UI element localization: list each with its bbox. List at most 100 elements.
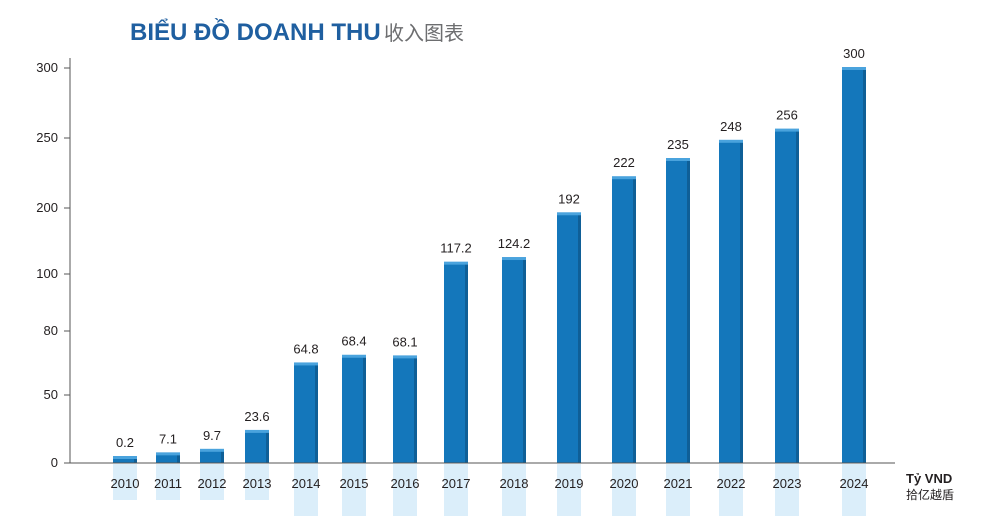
x-tick-label-2019: 2019: [555, 476, 584, 491]
x-tick-label-2021: 2021: [664, 476, 693, 491]
bar-reflection-2011: [156, 464, 180, 500]
bar-side-2015: [363, 355, 366, 463]
bar-side-2021: [687, 159, 690, 463]
value-label-2012: 9.7: [203, 428, 221, 443]
bar-reflection-2017: [444, 464, 468, 516]
bar-2019: [557, 213, 581, 463]
bar-reflection-2022: [719, 464, 743, 516]
bar-reflection-2013: [245, 464, 269, 500]
x-tick-label-2024: 2024: [840, 476, 869, 491]
value-label-2024: 300: [843, 46, 865, 61]
y-tick-label-200: 200: [36, 200, 58, 215]
bar-2022: [719, 140, 743, 464]
unit-label-secondary: 拾亿越盾: [906, 487, 954, 502]
x-tick-label-2015: 2015: [340, 476, 369, 491]
value-label-2022: 248: [720, 119, 742, 134]
x-tick-label-2013: 2013: [243, 476, 272, 491]
bar-cap-2023: [775, 128, 799, 132]
x-tick-label-2017: 2017: [442, 476, 471, 491]
bar-side-2016: [414, 356, 417, 463]
value-label-2017: 117.2: [440, 241, 472, 256]
bar-cap-2010: [113, 456, 137, 459]
bar-reflection-2021: [666, 464, 690, 516]
bar-2011: [156, 453, 180, 463]
bar-side-2012: [221, 449, 224, 463]
bar-cap-2018: [502, 257, 526, 261]
bar-2012: [200, 449, 224, 463]
bar-reflection-2020: [612, 464, 636, 516]
chart-title: BIỂU ĐỒ DOANH THU: [130, 18, 381, 46]
bar-2014: [294, 363, 318, 463]
bar-2015: [342, 355, 366, 463]
value-label-2020: 222: [613, 155, 635, 170]
value-label-2016: 68.1: [392, 334, 417, 349]
bar-2018: [502, 258, 526, 463]
bar-reflection-2012: [200, 464, 224, 500]
bar-cap-2015: [342, 354, 366, 358]
bar-reflection-2023: [775, 464, 799, 516]
bar-side-2020: [633, 177, 636, 463]
bar-reflection-2024: [842, 464, 866, 516]
value-label-2010: 0.2: [116, 435, 134, 450]
bar-2010: [113, 457, 137, 463]
bar-side-2019: [578, 213, 581, 463]
value-label-2013: 23.6: [244, 409, 269, 424]
chart-subtitle: 收入图表: [384, 21, 464, 45]
unit-label: Tỷ VND: [906, 471, 952, 486]
x-axis: 2010 2011 2012 2013 2014 2015 2016 2017 2018 2019…: [70, 462, 895, 491]
y-axis: 0 50 80 100 200 250 300: [36, 58, 71, 470]
bar-side-2017: [465, 262, 468, 463]
bar-reflection-2016: [393, 464, 417, 516]
bar-cap-2014: [294, 362, 318, 366]
bar-cap-2024: [842, 67, 866, 70]
bar-side-2011: [177, 453, 180, 463]
bar-cap-2022: [719, 139, 743, 143]
value-label-2011: 7.1: [159, 431, 177, 446]
value-label-2019: 192: [558, 191, 580, 206]
bar-reflection-2010: [113, 464, 137, 500]
y-tick-label-0: 0: [51, 455, 58, 470]
value-label-2018: 124.2: [498, 236, 531, 251]
bar-cap-2011: [156, 452, 180, 456]
y-tick-label-300: 300: [36, 60, 58, 75]
bar-cap-2021: [666, 158, 690, 161]
bar-2017: [444, 262, 468, 463]
x-tick-label-2020: 2020: [610, 476, 639, 491]
y-tick-label-50: 50: [44, 387, 58, 402]
x-tick-label-2012: 2012: [198, 476, 227, 491]
bar-2020: [612, 177, 636, 463]
value-label-2021: 235: [667, 137, 689, 152]
x-tick-label-2010: 2010: [111, 476, 140, 491]
x-tick-label-2011: 2011: [154, 476, 182, 491]
x-tick-label-2023: 2023: [773, 476, 802, 491]
y-tick-label-80: 80: [44, 323, 58, 338]
bar-side-2010: [134, 457, 137, 463]
value-label-2014: 64.8: [293, 341, 318, 356]
y-tick-label-100: 100: [36, 266, 58, 281]
bar-cap-2019: [557, 212, 581, 216]
value-label-2023: 256: [776, 108, 798, 123]
value-label-2015: 68.4: [341, 334, 366, 349]
bar-cap-2016: [393, 355, 417, 359]
bar-2023: [775, 129, 799, 463]
bar-side-2018: [523, 258, 526, 463]
bar-side-2013: [266, 430, 269, 463]
bar-2021: [666, 159, 690, 463]
bars-group: [113, 67, 866, 464]
bar-2024: [842, 68, 866, 463]
bar-reflection-2015: [342, 464, 366, 516]
bar-side-2022: [740, 140, 743, 464]
bar-side-2023: [796, 129, 799, 463]
bar-2013: [245, 430, 269, 463]
bar-side-2014: [315, 363, 318, 463]
bar-cap-2013: [245, 429, 269, 433]
bar-cap-2012: [200, 448, 224, 452]
bar-cap-2020: [612, 176, 636, 180]
x-tick-label-2014: 2014: [292, 476, 321, 491]
x-tick-label-2016: 2016: [391, 476, 420, 491]
bar-2016: [393, 356, 417, 463]
value-labels: 0.2 7.1 9.7 23.6 64.8 68.4 68.1 117.2 124.2 192 22…: [116, 46, 865, 450]
bar-reflection-2014: [294, 464, 318, 516]
